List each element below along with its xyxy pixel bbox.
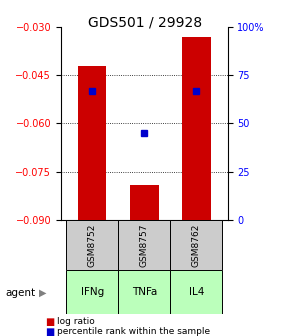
Text: log ratio: log ratio bbox=[57, 318, 94, 326]
Text: TNFa: TNFa bbox=[132, 287, 157, 297]
Bar bbox=[170, 220, 222, 270]
Bar bbox=[170, 270, 222, 314]
Bar bbox=[78, 66, 106, 220]
Text: ■: ■ bbox=[45, 317, 54, 327]
Text: agent: agent bbox=[6, 288, 36, 298]
Text: GDS501 / 29928: GDS501 / 29928 bbox=[88, 15, 202, 29]
Text: ■: ■ bbox=[45, 327, 54, 336]
Bar bbox=[130, 185, 159, 220]
Text: percentile rank within the sample: percentile rank within the sample bbox=[57, 328, 210, 336]
Bar bbox=[182, 37, 211, 220]
Text: IL4: IL4 bbox=[189, 287, 204, 297]
Text: GSM8757: GSM8757 bbox=[140, 223, 149, 267]
Text: GSM8752: GSM8752 bbox=[88, 223, 97, 267]
Bar bbox=[118, 220, 170, 270]
Bar bbox=[66, 220, 118, 270]
Text: IFNg: IFNg bbox=[81, 287, 104, 297]
Text: GSM8762: GSM8762 bbox=[192, 223, 201, 267]
Bar bbox=[118, 270, 170, 314]
Text: ▶: ▶ bbox=[39, 288, 47, 298]
Bar bbox=[66, 270, 118, 314]
